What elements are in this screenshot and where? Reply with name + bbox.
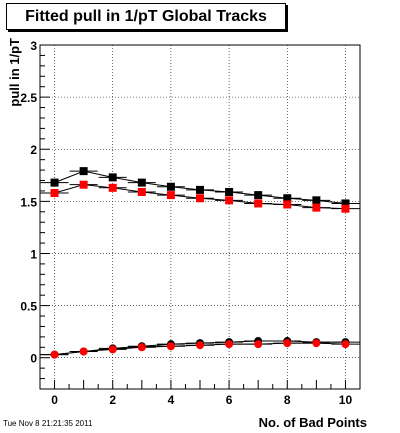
- tick-labels: 0 2 4 6 8 10 0 0.5 1 1.5 2 2.5 3: [20, 39, 352, 407]
- y-tick-label: 2: [30, 143, 37, 157]
- square-data-point: [283, 200, 292, 209]
- x-tick-label: 2: [109, 393, 116, 407]
- square-data-point: [312, 203, 321, 212]
- x-tick-label: 4: [168, 393, 175, 407]
- axis-ticks: [40, 44, 346, 390]
- x-tick-label: 0: [51, 393, 58, 407]
- circle-data-point: [137, 343, 146, 352]
- x-axis-label: No. of Bad Points: [259, 415, 367, 430]
- square-data-point: [137, 187, 146, 196]
- square-data-point: [254, 191, 263, 200]
- y-tick-label: 1: [30, 247, 37, 261]
- square-data-point: [79, 180, 88, 189]
- y-tick-label: 2.5: [20, 91, 37, 105]
- y-tick-label: 1.5: [20, 195, 37, 209]
- square-data-point: [341, 199, 350, 208]
- square-data-point: [108, 173, 117, 182]
- y-tick-label: 3: [30, 39, 37, 53]
- y-axis-label: pull in 1/pT: [7, 38, 22, 107]
- square-data-point: [166, 191, 175, 200]
- circle-data-point: [341, 340, 350, 349]
- square-data-point: [108, 183, 117, 192]
- circle-data-point: [79, 347, 88, 356]
- circle-data-point: [166, 342, 175, 351]
- square-data-point: [341, 204, 350, 213]
- square-data-point: [254, 199, 263, 208]
- circle-data-point: [108, 345, 117, 354]
- plot-frame: [39, 44, 361, 390]
- circle-data-point: [254, 340, 263, 349]
- square-data-point: [225, 187, 234, 196]
- grid-layer: [40, 44, 360, 389]
- y-tick-label: 0: [30, 352, 37, 366]
- circle-data-point: [312, 339, 321, 348]
- chart-title-box: Fitted pull in 1/pT Global Tracks: [6, 3, 286, 30]
- square-data-point: [137, 178, 146, 187]
- square-data-point: [283, 194, 292, 203]
- circle-data-point: [283, 339, 292, 348]
- square-data-point: [166, 182, 175, 191]
- square-data-point: [312, 196, 321, 205]
- square-data-point: [79, 167, 88, 176]
- y-tick-label: 0.5: [20, 300, 37, 314]
- timestamp: Tue Nov 8 21:21:35 2011: [3, 419, 93, 428]
- circle-data-point: [196, 341, 204, 350]
- circle-data-point: [50, 350, 59, 359]
- x-tick-label: 10: [339, 393, 353, 407]
- x-tick-label: 6: [226, 393, 233, 407]
- x-tick-label: 8: [284, 393, 291, 407]
- series-layer: [40, 167, 360, 359]
- square-data-point: [196, 194, 204, 203]
- square-data-point: [50, 178, 59, 187]
- circle-data-point: [225, 340, 234, 349]
- square-data-point: [50, 189, 59, 198]
- chart-title: Fitted pull in 1/pT Global Tracks: [25, 7, 267, 25]
- square-data-point: [225, 196, 234, 205]
- square-data-point: [196, 185, 204, 194]
